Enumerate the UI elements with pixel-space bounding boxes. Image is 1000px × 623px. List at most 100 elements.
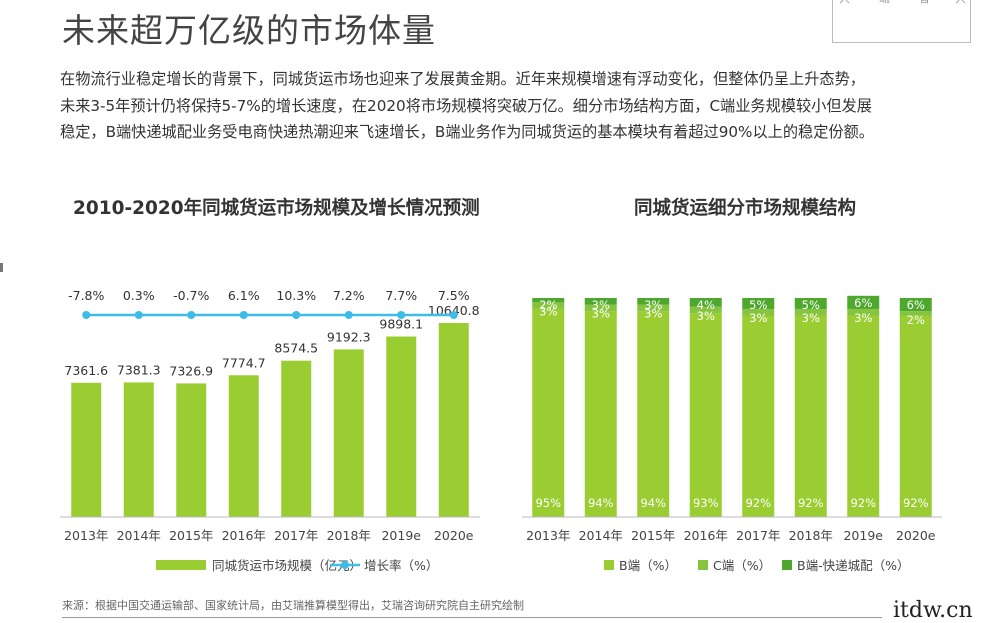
express-share-label: 3% — [644, 298, 662, 312]
chart-title-market-structure: 同城货运细分市场规模结构 — [634, 198, 857, 219]
x-tick-label: 2019e — [843, 528, 883, 543]
chart-title-market-size: 2010-2020年同城货运市场规模及增长情况预测 — [73, 198, 480, 219]
express-share-label: 6% — [854, 296, 872, 310]
x-tick-label: 2015年 — [169, 528, 213, 543]
structure-bar-segment — [532, 298, 565, 303]
structure-bar-segment — [794, 298, 827, 309]
express-share-label: 2% — [539, 298, 557, 312]
structure-bar-segment — [847, 315, 880, 517]
x-tick-label: 2018年 — [789, 528, 833, 543]
corner-tab-box: 只 端 音 只 — [832, 0, 971, 43]
express-share-label: 5% — [749, 298, 767, 312]
source-note: 来源：根据中国交通运输部、国家统计局，由艾瑞推算模型得出，艾瑞咨询研究院自主研究… — [62, 599, 524, 612]
structure-bar-segment — [637, 311, 670, 517]
b-share-label: 92% — [798, 496, 824, 510]
growth-rate-point — [134, 311, 143, 319]
legend-label: C端（%） — [713, 558, 771, 573]
market-size-bar — [438, 323, 469, 517]
market-size-bar — [123, 382, 154, 517]
growth-rate-label: 6.1% — [228, 288, 260, 303]
corner-text-4: 只 — [955, 0, 966, 6]
structure-bar-segment — [689, 313, 722, 517]
market-size-value-label: 7326.9 — [169, 363, 213, 378]
growth-rate-label: 10.3% — [276, 288, 316, 303]
growth-rate-point — [82, 311, 91, 319]
market-size-value-label: 7381.3 — [117, 362, 161, 377]
x-tick-label: 2013年 — [64, 528, 108, 543]
intro-line: 未来3-5年预计仍将保持5-7%的增长速度，在2020将市场规模将突破万亿。细分… — [60, 96, 872, 115]
growth-rate-point — [187, 311, 196, 319]
b-share-label: 94% — [640, 496, 666, 510]
growth-rate-label: 7.7% — [385, 288, 417, 303]
structure-bar-segment — [899, 311, 932, 316]
growth-rate-point — [344, 311, 353, 319]
structure-bar-segment — [899, 315, 932, 517]
structure-bar-segment — [584, 311, 617, 517]
express-share-label: 6% — [907, 298, 925, 312]
c-share-label: 3% — [644, 307, 662, 321]
market-size-value-label: 7774.7 — [222, 355, 266, 370]
x-tick-label: 2020e — [434, 528, 474, 543]
b-share-label: 92% — [850, 496, 876, 510]
structure-bar-segment — [742, 298, 775, 309]
legend-swatch-market-size — [156, 560, 206, 570]
market-size-value-label: 7361.6 — [64, 363, 108, 378]
market-size-value-label: 9192.3 — [327, 329, 371, 344]
structure-bar-segment — [899, 298, 932, 312]
legend-swatch — [698, 560, 708, 570]
market-size-bar — [71, 382, 102, 517]
structure-bar-segment — [847, 295, 880, 309]
growth-rate-point — [239, 311, 248, 319]
market-size-bar — [386, 336, 417, 517]
market-size-bar — [176, 383, 207, 517]
market-size-bar — [228, 375, 259, 517]
intro-line: 在物流行业稳定增长的背景下，同城货运市场也迎来了发展黄金期。近年来规模增速有浮动… — [60, 70, 865, 88]
x-tick-label: 2017年 — [274, 528, 318, 543]
market-structure-chart: 95%3%2%2013年94%3%3%2014年94%3%3%2015年93%3… — [522, 295, 942, 573]
bottom-divider — [62, 617, 882, 618]
market-size-value-label: 9898.1 — [379, 317, 423, 332]
corner-text-3: 音 — [919, 0, 930, 6]
growth-rate-label: -7.8% — [68, 288, 104, 303]
c-share-label: 3% — [749, 311, 767, 325]
corner-text-1: 只 — [839, 0, 850, 6]
x-tick-label: 2020e — [896, 528, 936, 543]
c-share-label: 3% — [697, 309, 715, 323]
express-share-label: 4% — [697, 298, 715, 312]
growth-rate-label: 0.3% — [123, 288, 155, 303]
growth-rate-label: 7.5% — [438, 288, 470, 303]
structure-bar-segment — [637, 304, 670, 312]
growth-rate-point — [449, 311, 458, 319]
legend-swatch — [782, 560, 792, 570]
intro-paragraph: 在物流行业稳定增长的背景下，同城货运市场也迎来了发展黄金期。近年来规模增速有浮动… — [60, 66, 975, 146]
market-size-chart: 7361.6 2013年 -7.8% 7381.3 2014年 0.3% 7326.9 201… — [60, 288, 480, 573]
legend-label-market-size: 同城货运市场规模（亿元） — [212, 558, 362, 573]
c-share-label: 3% — [539, 304, 557, 318]
c-share-label: 3% — [592, 307, 610, 321]
growth-rate-label: 7.2% — [333, 288, 365, 303]
structure-bar-segment — [742, 308, 775, 316]
market-size-value-label: 8574.5 — [274, 341, 318, 356]
structure-bar-segment — [742, 315, 775, 517]
watermark: itdw.cn — [893, 598, 973, 623]
b-share-label: 92% — [903, 496, 929, 510]
intro-line: 稳定，B端快递城配业务受电商快递热潮迎来飞速增长，B端业务作为同城货运的基本模块… — [60, 123, 874, 141]
c-share-label: 3% — [802, 311, 820, 325]
x-tick-label: 2018年 — [327, 528, 371, 543]
c-share-label: 3% — [854, 311, 872, 325]
structure-bar-segment — [532, 302, 565, 309]
x-tick-label: 2015年 — [631, 528, 675, 543]
x-tick-label: 2017年 — [736, 528, 780, 543]
express-share-label: 5% — [802, 298, 820, 312]
legend-swatch — [604, 560, 614, 570]
structure-bar-segment — [847, 308, 880, 316]
b-share-label: 95% — [535, 496, 561, 510]
structure-bar-segment — [794, 315, 827, 517]
express-share-label: 3% — [592, 298, 610, 312]
x-tick-label: 2014年 — [117, 528, 161, 543]
legend-marker-growth-rate — [341, 561, 349, 569]
market-size-bar — [333, 349, 364, 517]
b-share-label: 92% — [745, 496, 771, 510]
x-tick-label: 2016年 — [684, 528, 728, 543]
market-size-bar — [281, 360, 312, 517]
